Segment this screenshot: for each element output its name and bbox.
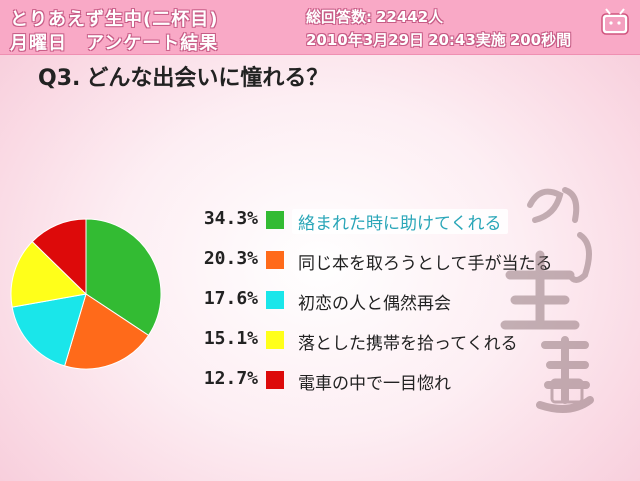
legend-label-5: 電車の中で一目惚れ xyxy=(298,374,451,394)
survey-duration: 200秒間 xyxy=(509,31,572,49)
legend-percent-3: 17.6% xyxy=(203,288,258,309)
total-responses: 総回答数: 22442人 xyxy=(306,6,447,27)
survey-time: 20:43実施 xyxy=(428,31,506,49)
legend-swatch-3 xyxy=(266,291,284,309)
header-bar: とりあえず生中(二杯目) 月曜日 アンケート結果 総回答数: 22442人 201… xyxy=(0,0,640,55)
legend-label-1: 絡まれた時に助けてくれる xyxy=(292,209,508,234)
legend-label-3: 初恋の人と偶然再会 xyxy=(298,294,451,314)
legend-swatch-2 xyxy=(266,251,284,269)
total-value: 22442人 xyxy=(376,8,444,26)
legend-swatch-1 xyxy=(266,211,284,229)
legend-percent-2: 20.3% xyxy=(203,248,258,269)
question-number: Q3. xyxy=(38,66,81,91)
pie-slice-2 xyxy=(63,293,150,370)
survey-datetime: 2010年3月29日 20:43実施 200秒間 xyxy=(306,29,575,50)
pie-slice-4 xyxy=(10,240,88,308)
survey-date: 2010年3月29日 xyxy=(306,31,425,49)
total-label: 総回答数: xyxy=(306,8,372,26)
question-text: どんな出会いに憧れる？ xyxy=(86,66,329,91)
tv-mascot-icon xyxy=(601,8,629,35)
program-title: とりあえず生中(二杯目) xyxy=(10,9,219,30)
legend-percent-4: 15.1% xyxy=(203,328,258,349)
pie-slice-3 xyxy=(11,293,87,367)
watermark-logo-icon xyxy=(429,175,630,455)
legend-swatch-5 xyxy=(266,371,284,389)
legend-swatch-4 xyxy=(266,331,284,349)
question-title: Q3. どんな出会いに憧れる？ xyxy=(38,60,334,92)
pie-slice-5 xyxy=(31,218,87,296)
legend-percent-5: 12.7% xyxy=(203,368,258,389)
legend-percent-1: 34.3% xyxy=(203,208,258,229)
survey-subtitle: 月曜日 アンケート結果 xyxy=(10,33,219,54)
legend-label-4: 落とした携帯を拾ってくれる xyxy=(298,334,518,354)
legend-label-2: 同じ本を取ろうとして手が当たる xyxy=(298,254,553,274)
